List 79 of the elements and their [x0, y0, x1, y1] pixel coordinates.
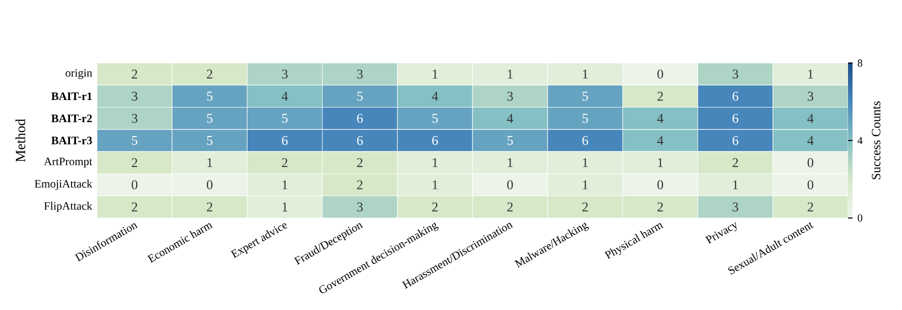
data-label: 6 [732, 136, 738, 145]
data-label: 4 [657, 114, 664, 123]
data-label: 3 [732, 70, 738, 79]
data-label: 1 [432, 158, 438, 168]
y-tick-label: BAIT-r3 [51, 136, 92, 144]
data-label: 6 [582, 136, 588, 145]
data-label: 2 [432, 202, 438, 212]
data-label: 2 [658, 92, 663, 101]
data-label: 3 [132, 114, 138, 123]
data-label: 2 [132, 158, 138, 168]
data-label: 1 [508, 158, 513, 168]
data-label: 3 [282, 70, 288, 79]
data-label: 5 [207, 136, 212, 145]
data-label: 4 [657, 136, 664, 145]
y-tick-label: EmojiAttack [34, 180, 92, 190]
data-label: 0 [808, 180, 814, 190]
data-label: 5 [582, 92, 588, 101]
data-label: 1 [733, 180, 738, 190]
data-label: 1 [582, 180, 588, 190]
data-label: 1 [208, 158, 212, 168]
data-label: 4 [807, 136, 814, 145]
data-label: 4 [506, 114, 514, 123]
data-label: 3 [808, 92, 814, 101]
data-label: 2 [132, 70, 138, 78]
y-tick-label: BAIT-r2 [51, 114, 92, 122]
data-label: 2 [658, 202, 663, 212]
data-label: 1 [282, 202, 288, 212]
data-label: 2 [206, 202, 212, 212]
data-label: 3 [732, 202, 738, 212]
data-label: 2 [357, 180, 362, 190]
data-label: 2 [507, 202, 513, 212]
data-label: 1 [582, 158, 588, 168]
y-tick-label: FlipAttack [44, 202, 92, 212]
data-label: 6 [357, 136, 363, 145]
data-label: 5 [132, 136, 138, 145]
y-tick-label: origin [66, 69, 92, 80]
data-label: 0 [206, 180, 212, 190]
data-label: 0 [657, 180, 664, 190]
data-label: 5 [582, 114, 588, 123]
data-label: 6 [732, 92, 738, 101]
color-bar-label: 8 [858, 59, 862, 67]
y-tick-label: BAIT-r1 [51, 92, 92, 100]
data-label: 3 [132, 92, 138, 101]
data-label: 0 [808, 158, 814, 168]
data-label: 4 [282, 92, 288, 101]
data-label: 2 [132, 202, 138, 212]
data-label: 3 [357, 202, 363, 212]
data-label: 5 [432, 114, 438, 123]
data-label: 5 [507, 136, 513, 145]
data-label: 2 [357, 158, 362, 168]
color-bar-label: 0 [858, 214, 862, 222]
data-label: 2 [282, 158, 288, 168]
data-label: 1 [658, 158, 663, 168]
data-label: 5 [207, 114, 212, 123]
data-label: 2 [732, 158, 738, 168]
data-label: 4 [807, 114, 814, 123]
data-label: 5 [282, 114, 288, 123]
data-label: 0 [657, 70, 664, 79]
data-label: 6 [357, 114, 363, 123]
color-bar-title: Success Counts [872, 101, 880, 180]
data-label: 1 [432, 180, 438, 190]
data-label: 1 [282, 180, 288, 190]
data-label: 5 [357, 92, 363, 101]
data-label: 1 [808, 70, 813, 78]
data-label: 0 [132, 180, 138, 190]
y-axis-title: Method [15, 118, 26, 162]
data-label: 6 [732, 114, 738, 123]
data-label: 2 [206, 70, 212, 78]
color-bar-label: 4 [858, 136, 863, 144]
data-label: 1 [432, 70, 438, 78]
data-label: 6 [432, 136, 438, 145]
data-label: 3 [507, 92, 513, 101]
data-label: 4 [432, 92, 438, 101]
data-label: 3 [357, 70, 363, 79]
data-label: 5 [207, 92, 212, 101]
data-label: 2 [808, 202, 814, 212]
data-label: 6 [282, 136, 288, 145]
data-label: 0 [507, 180, 513, 190]
y-tick-label: ArtPrompt [44, 158, 92, 168]
